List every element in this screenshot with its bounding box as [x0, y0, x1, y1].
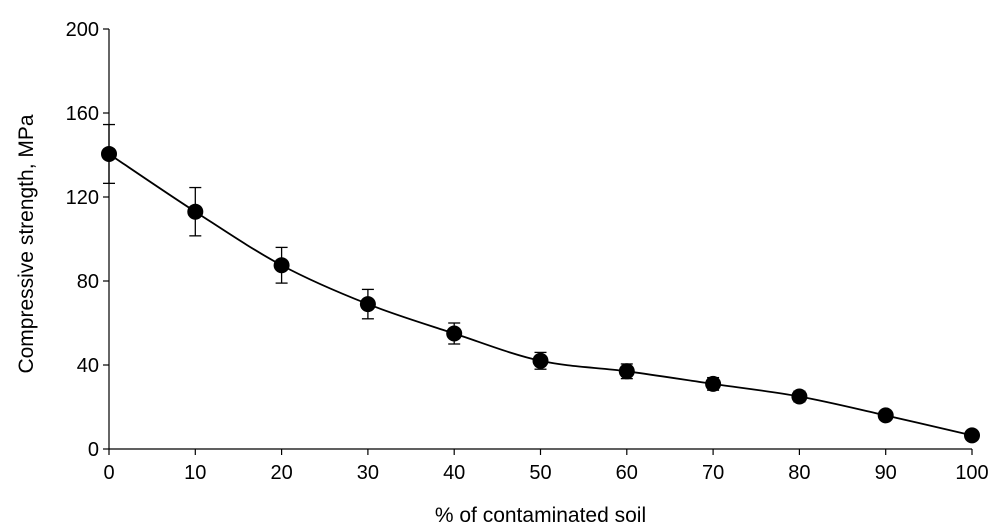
y-tick-label: 40 [77, 355, 99, 377]
data-point [964, 427, 980, 444]
x-tick-label: 40 [443, 462, 465, 484]
plot-area [101, 123, 980, 444]
x-tick-label: 20 [270, 462, 292, 484]
y-tick-label: 200 [66, 19, 99, 41]
x-axis-title: % of contaminated soil [435, 504, 646, 527]
x-tick-label: 50 [529, 462, 551, 484]
data-point [532, 352, 549, 369]
x-tick-label: 80 [788, 462, 810, 484]
y-tick-label: 0 [88, 439, 99, 461]
x-tick-label: 0 [103, 462, 114, 484]
y-axis-title: Compressive strength, MPa [15, 114, 38, 373]
x-tick-label: 90 [875, 462, 897, 484]
y-ticks: 0 40 80 120 160 200 [66, 19, 109, 461]
y-tick-label: 160 [66, 103, 99, 125]
x-tick-label: 100 [955, 462, 988, 484]
data-point [705, 375, 722, 392]
x-tick-label: 60 [616, 462, 638, 484]
data-point [618, 363, 635, 380]
data-point [877, 407, 894, 424]
data-point [187, 203, 204, 220]
data-point [791, 388, 808, 405]
x-tick-label: 30 [357, 462, 379, 484]
data-point [446, 325, 463, 342]
y-tick-label: 120 [66, 187, 99, 209]
x-ticks: 0 10 20 30 40 50 60 70 80 90 100 [103, 449, 989, 484]
series-line [108, 153, 973, 437]
y-tick-label: 80 [77, 271, 99, 293]
x-tick-label: 70 [702, 462, 724, 484]
data-point [359, 296, 376, 313]
x-tick-label: 10 [184, 462, 206, 484]
data-point [273, 257, 290, 274]
